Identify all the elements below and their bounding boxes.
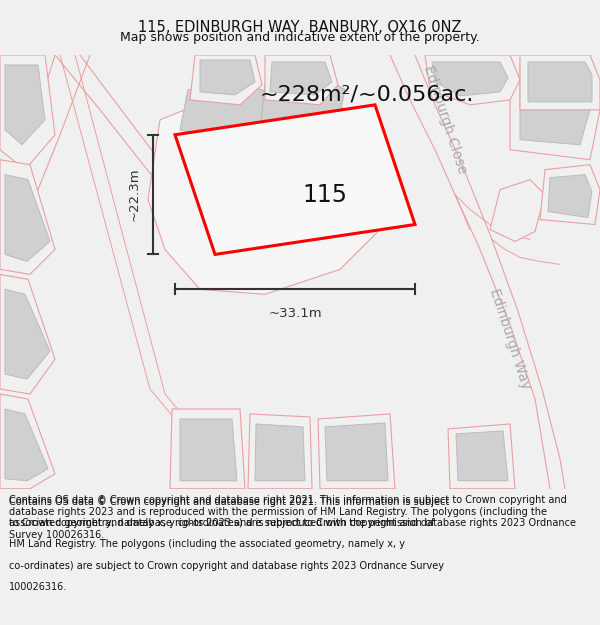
Polygon shape xyxy=(148,95,390,294)
Text: co-ordinates) are subject to Crown copyright and database rights 2023 Ordnance S: co-ordinates) are subject to Crown copyr… xyxy=(9,561,444,571)
Polygon shape xyxy=(175,105,415,254)
Polygon shape xyxy=(540,164,600,224)
Polygon shape xyxy=(425,55,520,105)
Polygon shape xyxy=(5,174,50,261)
Polygon shape xyxy=(0,394,55,489)
Polygon shape xyxy=(270,62,332,95)
Polygon shape xyxy=(0,55,55,169)
Polygon shape xyxy=(180,82,275,142)
Polygon shape xyxy=(510,55,600,160)
Text: 100026316.: 100026316. xyxy=(9,582,67,592)
Polygon shape xyxy=(325,423,388,481)
Text: 115: 115 xyxy=(302,182,347,207)
Text: ~33.1m: ~33.1m xyxy=(268,308,322,320)
Polygon shape xyxy=(520,55,600,110)
Text: HM Land Registry. The polygons (including the associated geometry, namely x, y: HM Land Registry. The polygons (includin… xyxy=(9,539,405,549)
Polygon shape xyxy=(448,424,515,489)
Text: Contains OS data © Crown copyright and database right 2021. This information is : Contains OS data © Crown copyright and d… xyxy=(9,495,576,540)
Text: Edinburgh Close: Edinburgh Close xyxy=(421,64,469,176)
Polygon shape xyxy=(456,431,508,481)
Text: ~22.3m: ~22.3m xyxy=(128,168,141,221)
Polygon shape xyxy=(520,65,590,145)
Text: Edinburgh Way: Edinburgh Way xyxy=(487,287,533,391)
Polygon shape xyxy=(180,419,237,481)
Polygon shape xyxy=(5,289,50,379)
Polygon shape xyxy=(432,62,508,96)
Text: 115, EDINBURGH WAY, BANBURY, OX16 0NZ: 115, EDINBURGH WAY, BANBURY, OX16 0NZ xyxy=(138,20,462,35)
Polygon shape xyxy=(190,55,262,105)
Polygon shape xyxy=(0,160,55,274)
Polygon shape xyxy=(0,274,55,394)
Polygon shape xyxy=(548,174,592,218)
Polygon shape xyxy=(5,65,45,145)
Polygon shape xyxy=(170,409,245,489)
Text: to Crown copyright and database rights 2023 and is reproduced with the permissio: to Crown copyright and database rights 2… xyxy=(9,518,434,528)
Polygon shape xyxy=(200,60,255,95)
Polygon shape xyxy=(255,424,305,481)
Polygon shape xyxy=(260,75,345,135)
Polygon shape xyxy=(5,409,48,481)
Polygon shape xyxy=(528,62,592,102)
Text: Map shows position and indicative extent of the property.: Map shows position and indicative extent… xyxy=(120,31,480,44)
Polygon shape xyxy=(318,414,395,489)
Polygon shape xyxy=(490,179,545,241)
Text: Contains OS data © Crown copyright and database right 2021. This information is : Contains OS data © Crown copyright and d… xyxy=(9,497,449,507)
Polygon shape xyxy=(248,414,312,489)
Polygon shape xyxy=(265,55,338,105)
Text: ~228m²/~0.056ac.: ~228m²/~0.056ac. xyxy=(260,85,475,105)
